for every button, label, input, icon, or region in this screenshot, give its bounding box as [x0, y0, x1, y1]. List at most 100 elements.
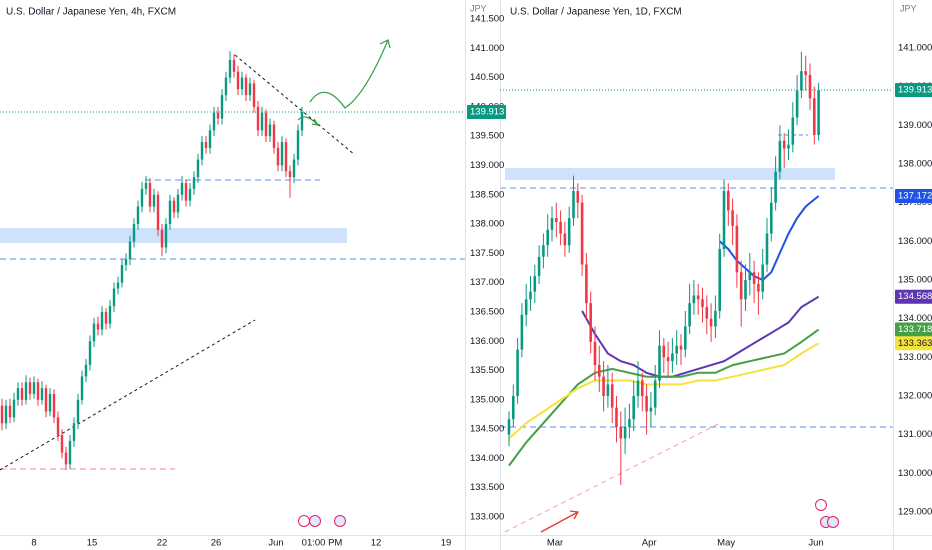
candle-body	[268, 124, 272, 137]
x-tick-label: May	[717, 538, 735, 549]
candle-body	[555, 218, 558, 222]
candle-body	[782, 140, 786, 149]
price-label: 134.568	[898, 291, 932, 302]
arrow-drawing	[311, 118, 320, 126]
price-label: 133.363	[898, 338, 932, 349]
candle-body	[196, 159, 200, 178]
zone	[0, 228, 347, 243]
candle-body	[804, 71, 807, 76]
candle-body	[632, 395, 635, 420]
y-tick-label: 138.500	[470, 189, 504, 200]
candle-body	[739, 272, 743, 300]
candle-body	[641, 380, 644, 396]
candle-body	[580, 202, 584, 265]
y-tick-label: 139.000	[470, 160, 504, 171]
candle-body	[180, 183, 184, 195]
candle-body	[20, 388, 24, 400]
price-label: 139.913	[898, 85, 932, 96]
candle-body	[645, 395, 648, 412]
event-icon[interactable]	[309, 515, 321, 527]
candle-body	[731, 210, 734, 226]
candle-body	[208, 130, 212, 148]
x-tick-label: 01:00 PM	[302, 538, 343, 549]
event-icon[interactable]	[334, 515, 346, 527]
candle-body	[212, 112, 216, 131]
candle-body	[761, 264, 764, 292]
y-tick-label: 141.000	[898, 43, 932, 54]
candle-body	[593, 341, 597, 366]
candle-body	[770, 202, 773, 234]
candle-body	[68, 440, 72, 465]
candle-body	[176, 194, 180, 213]
candle-body	[272, 124, 276, 148]
candle-body	[735, 225, 739, 273]
y-tick-label: 130.000	[898, 468, 932, 479]
x-tick-label: 8	[31, 538, 36, 549]
candle-body	[714, 310, 717, 327]
candle-body	[80, 376, 84, 400]
y-tick-label: 136.500	[470, 306, 504, 317]
candle-body	[172, 200, 176, 213]
candle-body	[36, 382, 40, 400]
y-tick-label: 138.000	[470, 219, 504, 230]
candle-body	[148, 183, 152, 207]
candle-body	[128, 241, 132, 260]
candle-body	[60, 434, 64, 453]
candle-body	[765, 233, 769, 265]
candle-body	[628, 419, 631, 427]
candle-body	[244, 77, 248, 96]
event-icon[interactable]	[298, 515, 310, 527]
candle-body	[800, 71, 803, 91]
event-icon[interactable]	[827, 516, 839, 528]
candle-body	[516, 349, 519, 396]
y-tick-label: 141.500	[470, 13, 504, 24]
candle-body	[696, 295, 700, 300]
candle-body	[76, 399, 80, 424]
candle-body	[84, 364, 88, 377]
x-tick-label: 26	[211, 538, 222, 549]
price-label-bg	[895, 83, 932, 98]
candle-body	[610, 384, 614, 408]
y-tick-label: 133.000	[470, 512, 504, 523]
candle-body	[752, 272, 756, 284]
y-tick-label: 134.000	[898, 313, 932, 324]
trend-line	[0, 319, 256, 471]
candle-body	[40, 388, 44, 400]
candle-body	[104, 311, 108, 324]
candle-body	[4, 405, 8, 424]
price-label: 133.718	[898, 324, 932, 335]
candle-body	[817, 90, 820, 135]
candle-body	[757, 283, 760, 292]
trend-line	[504, 422, 721, 533]
candle-body	[602, 376, 605, 396]
candle-body	[636, 380, 640, 396]
candle-body	[0, 405, 4, 424]
candle-body	[72, 423, 76, 441]
candle-body	[524, 299, 528, 315]
candle-body	[774, 171, 777, 203]
candle-body	[220, 95, 224, 119]
candle-body	[240, 77, 244, 90]
candle-body	[160, 229, 164, 248]
candle-body	[32, 382, 36, 394]
x-tick-label: 12	[371, 538, 382, 549]
y-tick-label: 139.500	[470, 131, 504, 142]
candle-body	[791, 117, 795, 145]
y-tick-label: 137.500	[470, 248, 504, 259]
candle-body	[649, 407, 653, 412]
candle-body	[164, 224, 168, 248]
candle-body	[204, 142, 208, 148]
candle-body	[567, 218, 571, 246]
candle-body	[778, 140, 782, 172]
candle-body	[8, 405, 12, 418]
moving-average-line	[508, 342, 820, 440]
event-icon[interactable]	[815, 499, 827, 511]
candle-body	[56, 417, 60, 435]
candle-body	[64, 452, 68, 465]
candle-body	[671, 353, 674, 362]
candle-body	[156, 194, 160, 230]
y-tick-label: 129.000	[898, 507, 932, 518]
candle-body	[140, 188, 144, 207]
candle-body	[88, 341, 92, 365]
